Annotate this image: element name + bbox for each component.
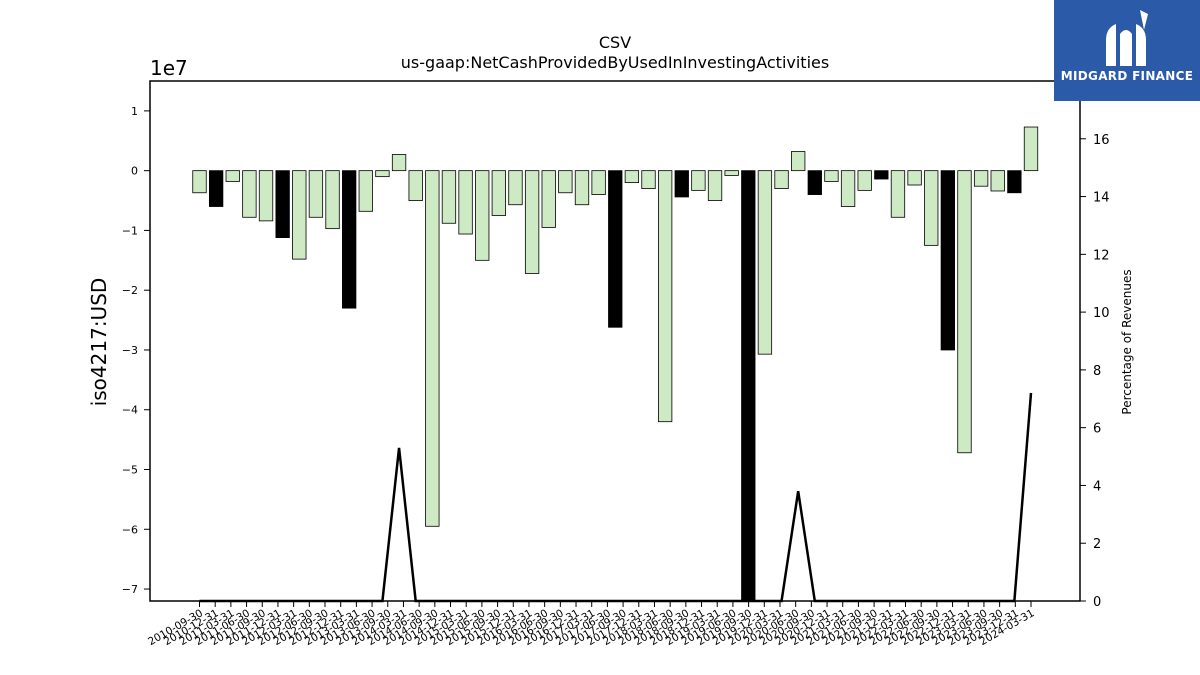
bar	[408, 170, 423, 201]
bar	[990, 170, 1005, 192]
percentage-line	[199, 392, 1033, 603]
bar	[724, 170, 739, 176]
y-tick-label: −2	[122, 284, 138, 297]
y-tick-label: −4	[122, 404, 138, 417]
bar	[1023, 126, 1039, 172]
bar	[691, 170, 706, 191]
bar	[857, 170, 872, 191]
bar	[791, 151, 806, 172]
y-axis-ticks: 1 0 −1 −2 −3 −4 −5 −6 −7	[122, 105, 150, 596]
logo-text: MIDGARD FINANCE	[1060, 69, 1194, 83]
y2-axis-label: Percentage of Revenues	[1120, 269, 1134, 414]
bar	[591, 170, 606, 195]
midgard-logo-icon	[1106, 10, 1148, 66]
bar	[608, 170, 623, 328]
y2-tick-label: 14	[1093, 191, 1110, 206]
chart-title: CSV	[599, 33, 631, 52]
bar	[292, 170, 307, 260]
bar	[558, 170, 573, 194]
bar	[707, 170, 723, 201]
y-tick-label: −1	[122, 224, 138, 237]
bar	[192, 170, 207, 194]
bar	[973, 170, 989, 187]
bar	[524, 170, 540, 274]
bar	[824, 170, 839, 182]
y2-tick-label: 12	[1093, 248, 1110, 263]
bar	[541, 170, 556, 228]
bar	[375, 170, 390, 178]
y-tick-label: −7	[122, 583, 138, 596]
bar	[957, 170, 972, 454]
bar	[225, 170, 240, 182]
bar	[890, 170, 906, 218]
chart-subtitle: us-gaap:NetCashProvidedByUsedInInvesting…	[401, 53, 829, 72]
bar	[657, 170, 673, 423]
bar	[325, 170, 340, 230]
bar	[774, 170, 789, 189]
y2-tick-label: 10	[1093, 306, 1110, 321]
y-tick-label: 0	[131, 165, 138, 178]
y2-tick-label: 4	[1093, 479, 1101, 494]
bar	[242, 170, 257, 218]
bar	[907, 170, 922, 186]
x-axis-ticks: 2010-09-302010-12-312011-03-312011-06-30…	[146, 601, 1037, 648]
bar	[508, 170, 523, 206]
bar	[840, 170, 856, 207]
plot-frame	[149, 80, 1081, 602]
y2-tick-label: 2	[1093, 537, 1101, 552]
y2-tick-label: 6	[1093, 422, 1101, 437]
bar	[641, 170, 656, 189]
bar	[391, 154, 407, 172]
bar	[308, 170, 324, 218]
y2-tick-label: 8	[1093, 364, 1101, 379]
bar	[624, 170, 640, 184]
bar	[674, 170, 689, 198]
bar	[874, 170, 889, 180]
y-tick-label: −6	[122, 523, 138, 536]
bar	[807, 170, 822, 195]
midgard-finance-logo: MIDGARD FINANCE	[1054, 0, 1200, 101]
bar	[358, 170, 373, 212]
y2-tick-label: 16	[1093, 133, 1110, 148]
bar	[924, 170, 939, 246]
bar	[458, 170, 473, 235]
y2-axis-ticks: 0 2 4 6 8 10 12 14 16	[1080, 133, 1110, 610]
y2-tick-label: 0	[1093, 595, 1101, 610]
bar	[425, 170, 440, 527]
bar	[275, 170, 290, 239]
bar	[940, 170, 955, 351]
bar	[574, 170, 590, 206]
bar	[757, 170, 773, 355]
bar	[475, 170, 490, 261]
bar	[342, 170, 357, 309]
bar	[491, 170, 506, 216]
bar	[1007, 170, 1022, 194]
y-tick-label: 1	[131, 105, 138, 118]
line-group	[199, 392, 1033, 603]
bar	[441, 170, 457, 224]
bar	[258, 170, 274, 222]
y-tick-label: −3	[122, 344, 138, 357]
y-tick-label: −5	[122, 464, 138, 477]
y-scale-label: 1e7	[150, 56, 188, 80]
bar	[208, 170, 224, 207]
bars-group	[192, 126, 1039, 602]
y-axis-label: iso4217:USD	[87, 278, 111, 407]
bar	[741, 170, 756, 602]
